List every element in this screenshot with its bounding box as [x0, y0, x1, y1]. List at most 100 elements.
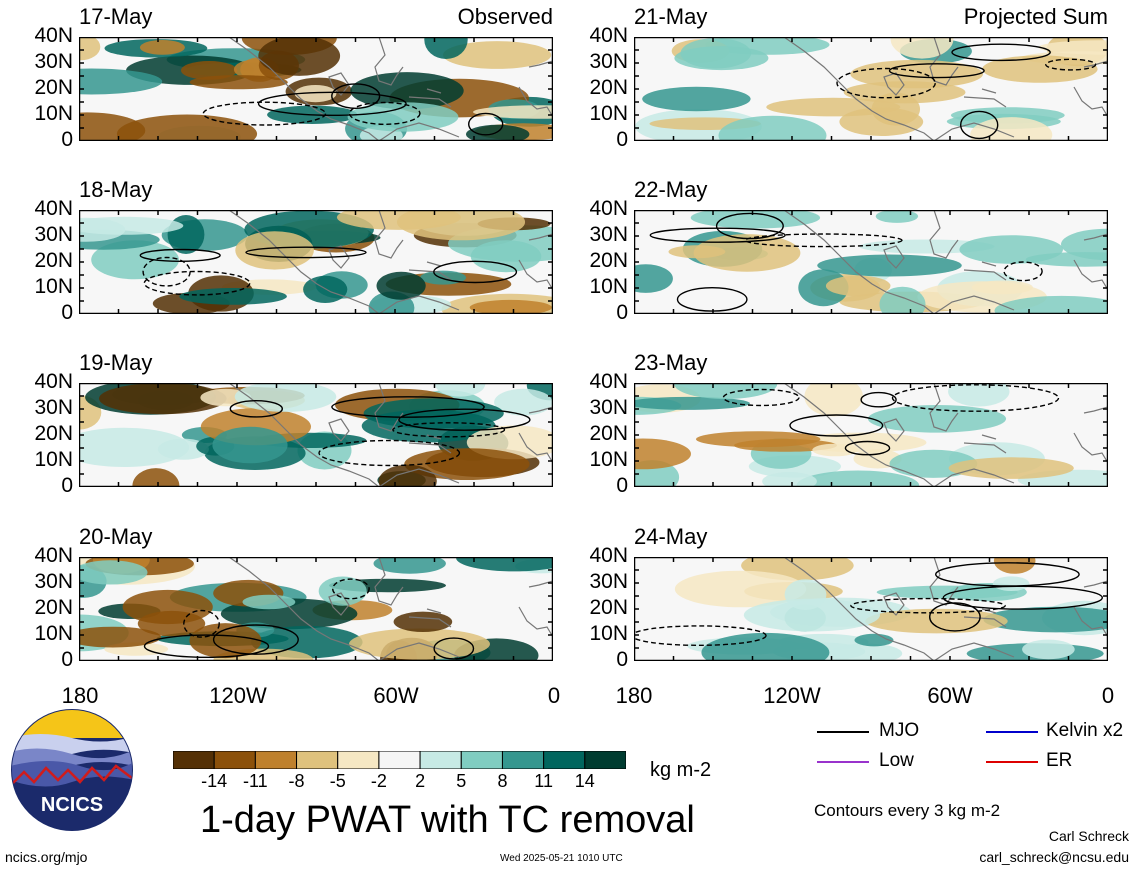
pwat-anomaly-blob [634, 264, 673, 293]
pwat-anomaly-blob [443, 41, 552, 69]
footer-email[interactable]: carl_schreck@ncsu.edu [979, 849, 1129, 865]
pwat-anomaly-blob [865, 608, 1008, 634]
mjo-contour [433, 260, 518, 284]
lat-label: 20N [34, 249, 73, 272]
colorbar-tick-label: 5 [456, 771, 467, 791]
lat-label: 20N [34, 422, 73, 445]
pwat-anomaly-blob [854, 633, 894, 647]
mjo-contour [257, 91, 407, 117]
mjo-contour [142, 256, 191, 287]
pwat-anomaly-blob [839, 107, 924, 136]
pwat-anomaly-blob [825, 275, 891, 297]
pwat-anomaly-blob [993, 557, 1036, 574]
pwat-anomaly-blob [701, 632, 830, 661]
panel-date-title: 22-May [634, 177, 708, 202]
pwat-anomaly-blob [473, 105, 553, 119]
pwat-anomaly-blob [634, 438, 691, 470]
colorbar-tick-label: -2 [370, 771, 387, 791]
pwat-anomaly-blob [189, 75, 288, 90]
colorbar-tick-label: -5 [329, 771, 346, 791]
lon-label-120w: 120W [209, 683, 267, 708]
pwat-anomaly-blob [784, 579, 827, 610]
colorbar-swatch [254, 750, 298, 770]
pwat-anomaly-blob [396, 210, 526, 241]
lon-label-180-r: 180 [615, 683, 653, 708]
lon-label-180: 180 [61, 683, 99, 708]
mjo-contour [836, 67, 936, 99]
pwat-anomaly-blob [734, 439, 837, 452]
mjo-contour [715, 212, 784, 240]
mjo-contour [891, 384, 1060, 412]
panel-tag-title: Projected Sum [963, 4, 1108, 29]
pwat-anomaly-blob [179, 288, 287, 305]
mjo-contour [212, 624, 299, 655]
lat-label: 40N [589, 24, 628, 47]
lat-label: 20N [589, 422, 628, 445]
pwat-anomaly-blob [642, 86, 751, 112]
panel-date-title: 19-May [79, 350, 153, 375]
lat-label: 20N [34, 596, 73, 619]
mjo-contour [183, 609, 220, 638]
footer-timestamp: Wed 2025-05-21 1010 UTC [500, 853, 623, 864]
colorbar-swatch [378, 750, 421, 770]
legend-line-mjo [817, 731, 869, 733]
panel-date-title: 23-May [634, 350, 708, 375]
map-panel-21-may [634, 37, 1108, 141]
pwat-anomaly-blob [349, 628, 490, 660]
mjo-contour [888, 63, 985, 79]
mjo-contour [331, 396, 485, 418]
lat-label: 40N [589, 544, 628, 567]
colorbar-swatch [296, 750, 339, 770]
lat-label: 30N [589, 570, 628, 593]
lat-label: 40N [589, 197, 628, 220]
pwat-anomaly-blob [674, 383, 778, 399]
mjo-contour [951, 43, 1051, 62]
panel-date-title: 17-May [79, 4, 153, 29]
pwat-anomaly-blob [1061, 228, 1108, 260]
legend-line-low [817, 761, 869, 763]
mjo-contour [398, 408, 531, 431]
mjo-contour [676, 287, 748, 312]
panel-date-title: 18-May [79, 177, 153, 202]
coastline [783, 557, 1108, 661]
colorbar-swatch [419, 750, 462, 770]
pwat-anomaly-blob [470, 240, 542, 273]
colorbar-tick-label: 14 [574, 771, 595, 791]
mjo-contour [143, 634, 270, 658]
pwat-anomaly-blob [817, 254, 962, 277]
lat-label: 0 [61, 128, 73, 151]
mjo-contour [245, 246, 367, 259]
pwat-anomaly-blob [139, 40, 185, 55]
pwat-anomaly-blob [469, 299, 552, 314]
lat-label: 30N [34, 50, 73, 73]
mjo-contour [392, 422, 506, 438]
panel-date-title: 20-May [79, 524, 153, 549]
colorbar-swatch [337, 750, 380, 770]
colorbar-swatch [543, 750, 586, 770]
main-title: 1-day PWAT with TC removal [200, 799, 695, 841]
lat-label: 40N [34, 24, 73, 47]
lat-label: 10N [589, 622, 628, 645]
mjo-contour [860, 391, 897, 408]
map-panel-22-may [634, 210, 1108, 314]
lat-label: 30N [589, 396, 628, 419]
lat-label: 10N [34, 275, 73, 298]
map-panel-17-may [79, 37, 553, 141]
lat-label: 10N [34, 102, 73, 125]
lat-label: 30N [589, 50, 628, 73]
colorbar-swatch [460, 750, 503, 770]
mjo-contour [202, 101, 327, 126]
map-panel-20-may [79, 557, 553, 661]
lat-label: 40N [589, 370, 628, 393]
pwat-anomaly-blob [79, 68, 163, 95]
pwat-anomaly-blob [99, 383, 227, 415]
footer-url[interactable]: ncics.org/mjo [5, 849, 88, 865]
mjo-contour [1003, 261, 1043, 282]
pwat-anomaly-blob [982, 55, 1098, 83]
pwat-anomaly-blob [890, 37, 954, 59]
colorbar-tick-label: 8 [497, 771, 508, 791]
lat-label: 30N [34, 396, 73, 419]
lat-label: 0 [616, 474, 628, 497]
mjo-contour [229, 399, 284, 418]
pwat-anomaly-blob [743, 598, 880, 632]
